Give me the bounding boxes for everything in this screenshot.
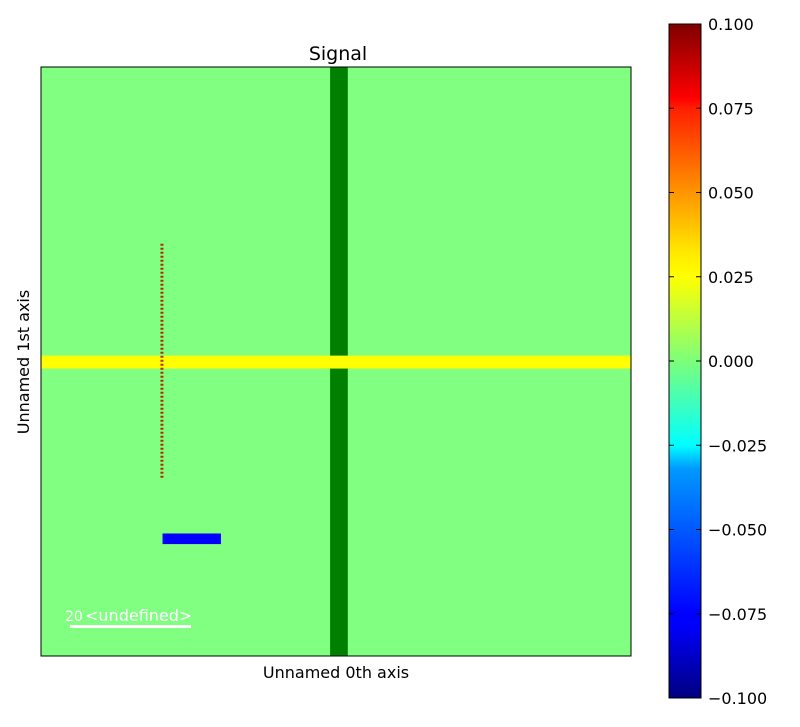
colorbar-tick-label: 0.050: [708, 184, 754, 203]
y-axis-label: Unnamed 1st axis: [14, 290, 33, 434]
scalebar-unit: <undefined>: [85, 606, 192, 625]
colorbar-ticks: 0.100 0.075 0.050 0.025 0.000 −0.025 −0.050 −0.…: [669, 15, 767, 708]
scalebar-value: 20: [65, 609, 83, 625]
scalebar: 20 <undefined>: [65, 606, 192, 628]
heatmap-features: [41, 67, 631, 656]
colorbar-tick-label: −0.025: [708, 436, 767, 455]
colorbar-tick-label: 0.025: [708, 268, 754, 287]
x-axis-label: Unnamed 0th axis: [263, 663, 409, 682]
blue-bar: [162, 533, 221, 545]
horizontal-stripe: [41, 355, 631, 369]
colorbar: 0.100 0.075 0.050 0.025 0.000 −0.025 −0.050 −0.…: [668, 15, 767, 708]
colorbar-gradient: [668, 23, 702, 699]
colorbar-tick-label: −0.050: [708, 521, 767, 540]
colorbar-tick-label: 0.075: [708, 99, 754, 118]
plot-area: [40, 66, 632, 657]
axes-frame: [40, 66, 632, 657]
colorbar-tick-label: −0.100: [708, 689, 767, 708]
colorbar-tick-label: −0.075: [708, 605, 767, 624]
chart-title: Signal: [309, 43, 367, 65]
scalebar-line: [70, 625, 191, 628]
colorbar-tick-label: 0.100: [708, 15, 754, 34]
colorbar-tick-label: 0.000: [708, 352, 754, 371]
